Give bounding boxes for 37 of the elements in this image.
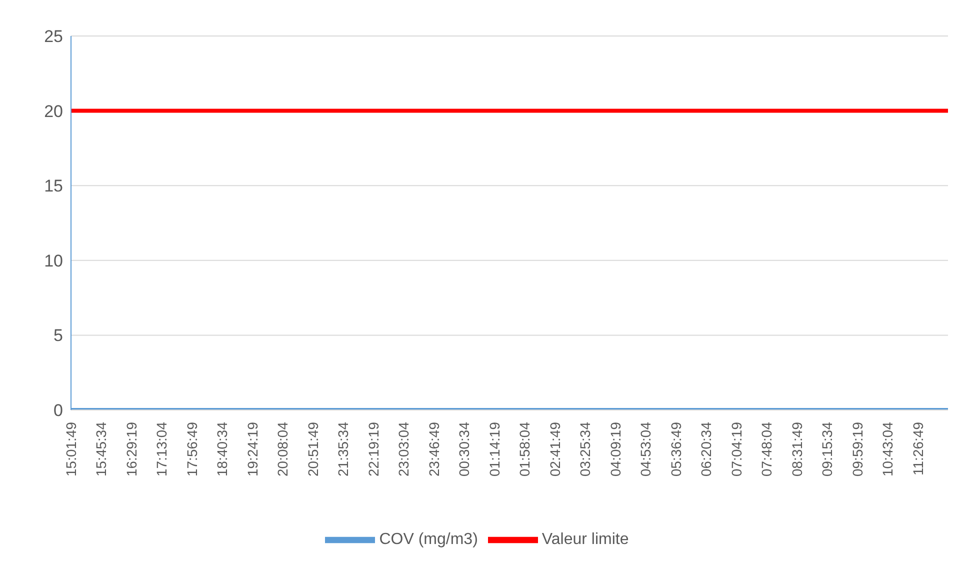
x-tick-label: 05:36:49 <box>668 422 684 476</box>
x-tick-label: 06:20:34 <box>698 422 714 476</box>
x-tick-label: 18:40:34 <box>214 422 230 476</box>
x-tick-label: 01:58:04 <box>516 422 533 476</box>
y-tick-label: 25 <box>44 27 63 46</box>
x-tick-label: 20:51:49 <box>304 422 321 476</box>
x-tick-label: 02:41:49 <box>546 422 563 476</box>
x-tick-label: 23:46:49 <box>426 422 442 476</box>
x-tick-label: 09:59:19 <box>849 422 866 476</box>
x-tick-label: 15:45:34 <box>93 422 110 476</box>
y-tick-label: 20 <box>44 102 63 121</box>
x-tick-label: 09:15:34 <box>819 422 836 476</box>
x-tick-label: 15:01:49 <box>63 422 79 476</box>
x-tick-label: 10:43:04 <box>880 422 896 476</box>
x-tick-label: 19:24:19 <box>244 422 260 476</box>
x-tick-label: 23:03:04 <box>396 422 412 476</box>
legend-label: Valeur limite <box>542 531 629 548</box>
x-tick-label: 11:26:49 <box>910 422 926 476</box>
x-tick-label: 04:09:19 <box>607 422 624 476</box>
x-tick-label: 07:04:19 <box>728 422 744 476</box>
x-tick-label: 17:13:04 <box>154 422 170 476</box>
legend-label: COV (mg/m3) <box>379 531 478 548</box>
y-tick-label: 10 <box>44 251 63 270</box>
x-tick-label: 08:31:49 <box>788 422 805 476</box>
y-tick-label: 0 <box>54 401 63 420</box>
x-tick-label: 01:14:19 <box>486 422 502 476</box>
x-tick-label: 00:30:34 <box>456 422 472 476</box>
x-tick-label: 04:53:04 <box>638 422 654 476</box>
y-tick-label: 15 <box>44 176 63 196</box>
y-tick-label: 5 <box>54 326 63 346</box>
x-tick-label: 22:19:19 <box>365 422 382 476</box>
x-tick-label: 03:25:34 <box>577 422 594 476</box>
x-tick-label: 17:56:49 <box>184 422 200 476</box>
x-tick-label: 21:35:34 <box>335 422 352 476</box>
x-tick-label: 16:29:19 <box>123 422 140 476</box>
x-tick-label: 07:48:04 <box>758 422 775 476</box>
x-tick-label: 20:08:04 <box>274 422 291 476</box>
